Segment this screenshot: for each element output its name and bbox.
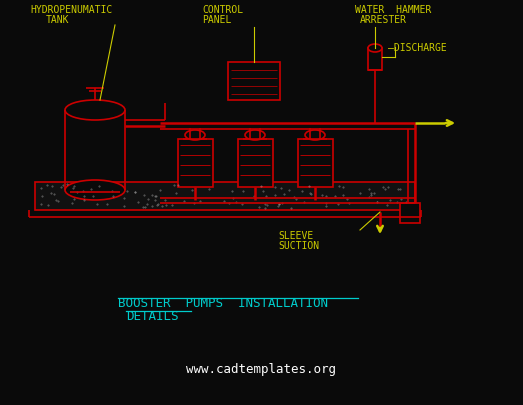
Bar [178, 139, 213, 187]
Text: SUCTION: SUCTION [278, 241, 319, 251]
Ellipse shape [185, 130, 205, 140]
Text: HYDROPENUMATIC: HYDROPENUMATIC [30, 5, 112, 15]
Text: ARRESTER: ARRESTER [360, 15, 407, 25]
Text: —DISCHARGE: —DISCHARGE [388, 43, 447, 53]
Text: CONTROL: CONTROL [202, 5, 243, 15]
Text: WATER  HAMMER: WATER HAMMER [355, 5, 431, 15]
Ellipse shape [305, 130, 325, 140]
Bar [238, 139, 273, 187]
Text: DETAILS: DETAILS [126, 310, 178, 323]
Ellipse shape [368, 44, 382, 52]
Text: TANK: TANK [46, 15, 70, 25]
Bar [35, 182, 415, 210]
Text: www.cadtemplates.org: www.cadtemplates.org [186, 364, 336, 377]
Text: SLEEVE: SLEEVE [278, 231, 313, 241]
Bar [228, 62, 280, 100]
Text: BOOSTER  PUMPS  INSTALLATION: BOOSTER PUMPS INSTALLATION [118, 297, 328, 310]
Ellipse shape [245, 130, 265, 140]
Bar [400, 203, 420, 223]
Text: PANEL: PANEL [202, 15, 231, 25]
Ellipse shape [65, 100, 125, 120]
Ellipse shape [65, 180, 125, 200]
Bar [368, 48, 382, 70]
Bar [298, 139, 333, 187]
